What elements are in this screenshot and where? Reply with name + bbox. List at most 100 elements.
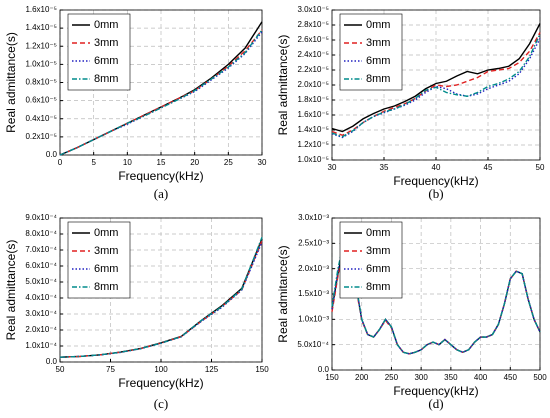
- y-tick-label: 1.4x10⁻⁵: [25, 23, 57, 32]
- legend-label: 0mm: [94, 227, 118, 239]
- y-tick-label: 1.5x10⁻³: [298, 289, 329, 298]
- x-axis-label: Frequency(kHz): [118, 169, 203, 183]
- x-tick-label: 15: [157, 158, 166, 167]
- y-tick-label: 2.0x10⁻³: [298, 264, 329, 273]
- y-tick-label: 0.8x10⁻⁵: [25, 78, 57, 87]
- y-tick-label: 0.0: [46, 150, 58, 159]
- legend-box: [339, 13, 403, 91]
- x-tick-label: 45: [484, 163, 493, 172]
- series-line: [59, 21, 263, 156]
- plot-frame: [331, 9, 541, 161]
- legend-label: 6mm: [366, 263, 390, 275]
- x-tick-label: 500: [533, 373, 547, 382]
- plot-frame: [59, 9, 263, 156]
- x-tick-label: 125: [205, 365, 219, 374]
- x-tick-label: 250: [385, 373, 399, 382]
- x-tick-label: 5: [91, 158, 96, 167]
- y-tick-label: 1.6x10⁻⁵: [25, 5, 57, 14]
- x-tick-label: 350: [444, 373, 458, 382]
- plot-frame: [59, 217, 263, 363]
- y-tick-label: 1.0x10⁻⁵: [297, 155, 329, 164]
- series-line: [331, 33, 541, 138]
- plot-frame: [331, 217, 541, 371]
- x-tick-label: 20: [190, 158, 199, 167]
- legend-label: 3mm: [94, 37, 118, 49]
- x-tick-label: 25: [224, 158, 233, 167]
- x-tick-label: 150: [325, 373, 339, 382]
- x-tick-label: 200: [355, 373, 369, 382]
- x-tick-label: 0: [58, 158, 63, 167]
- legend-label: 3mm: [366, 245, 390, 257]
- x-tick-label: 450: [504, 373, 518, 382]
- panel-label: (d): [428, 396, 443, 411]
- legend-label: 0mm: [366, 227, 390, 239]
- x-tick-label: 100: [154, 365, 168, 374]
- legend-label: 3mm: [366, 37, 390, 49]
- x-tick-label: 400: [474, 373, 488, 382]
- y-tick-label: 4.0x10⁻⁴: [25, 293, 57, 302]
- x-tick-label: 40: [432, 163, 441, 172]
- y-tick-label: 2.0x10⁻⁴: [25, 325, 57, 334]
- y-tick-label: 6.0x10⁻⁴: [25, 261, 57, 270]
- y-tick-label: 0.0: [318, 365, 330, 374]
- legend-label: 6mm: [366, 55, 390, 67]
- legend-label: 6mm: [94, 263, 118, 275]
- y-tick-label: 5.0x10⁻⁴: [297, 340, 329, 349]
- y-tick-label: 8.0x10⁻⁴: [25, 229, 57, 238]
- series-line: [331, 23, 541, 133]
- legend-box: [67, 13, 131, 91]
- y-tick-label: 1.4x10⁻⁵: [297, 125, 329, 134]
- panel-label: (a): [154, 186, 168, 201]
- x-tick-label: 30: [258, 158, 267, 167]
- x-axis-label: Frequency(kHz): [118, 376, 203, 390]
- legend-label: 3mm: [94, 245, 118, 257]
- y-tick-label: 1.0x10⁻⁴: [25, 341, 57, 350]
- legend-box: [67, 221, 131, 299]
- y-tick-label: 2.6x10⁻⁵: [297, 35, 329, 44]
- legend-label: 8mm: [94, 281, 118, 293]
- y-tick-label: 2.0x10⁻⁵: [297, 80, 329, 89]
- x-tick-label: 300: [414, 373, 428, 382]
- panel-label: (c): [154, 396, 168, 411]
- legend-label: 8mm: [366, 281, 390, 293]
- y-axis-label: Real admittance(s): [276, 35, 290, 136]
- y-tick-label: 1.2x10⁻⁵: [25, 41, 57, 50]
- series-line: [59, 31, 263, 156]
- x-tick-label: 150: [255, 365, 269, 374]
- y-tick-label: 2.5x10⁻³: [298, 238, 329, 247]
- legend-label: 6mm: [94, 55, 118, 67]
- y-tick-label: 7.0x10⁻⁴: [25, 245, 57, 254]
- y-tick-label: 0.2x10⁻⁵: [25, 132, 57, 141]
- y-tick-label: 3.0x10⁻⁴: [25, 309, 57, 318]
- x-tick-label: 75: [106, 365, 115, 374]
- x-tick-label: 35: [380, 163, 389, 172]
- legend-label: 0mm: [94, 19, 118, 31]
- y-tick-label: 5.0x10⁻⁴: [25, 277, 57, 286]
- y-tick-label: 1.6x10⁻⁵: [297, 110, 329, 119]
- y-axis-label: Real admitance(s): [276, 245, 290, 342]
- x-axis-label: Frequency(kHz): [393, 384, 478, 398]
- y-tick-label: 0.6x10⁻⁵: [25, 96, 57, 105]
- y-tick-label: 2.8x10⁻⁵: [297, 20, 329, 29]
- y-tick-label: 2.4x10⁻⁵: [297, 50, 329, 59]
- y-tick-label: 1.2x10⁻⁵: [297, 140, 329, 149]
- legend-label: 8mm: [94, 73, 118, 85]
- legend-label: 8mm: [366, 73, 390, 85]
- legend-label: 0mm: [366, 19, 390, 31]
- legend-box: [339, 221, 403, 299]
- y-tick-label: 0.4x10⁻⁵: [25, 114, 57, 123]
- y-axis-label: Real admittance(s): [4, 32, 18, 133]
- y-tick-label: 1.0x10⁻⁵: [25, 59, 57, 68]
- y-tick-label: 1.8x10⁻⁵: [297, 95, 329, 104]
- y-tick-label: 0.0: [46, 357, 58, 366]
- x-axis-label: Frequency(kHz): [393, 174, 478, 188]
- y-axis-label: Real admittance(s): [4, 240, 18, 341]
- series-line: [331, 242, 541, 355]
- y-tick-label: 2.2x10⁻⁵: [297, 65, 329, 74]
- y-tick-label: 9.0x10⁻⁴: [25, 213, 57, 222]
- series-line: [59, 29, 263, 156]
- panel-label: (b): [428, 186, 443, 201]
- y-tick-label: 3.0x10⁻³: [298, 213, 329, 222]
- x-tick-label: 50: [56, 365, 65, 374]
